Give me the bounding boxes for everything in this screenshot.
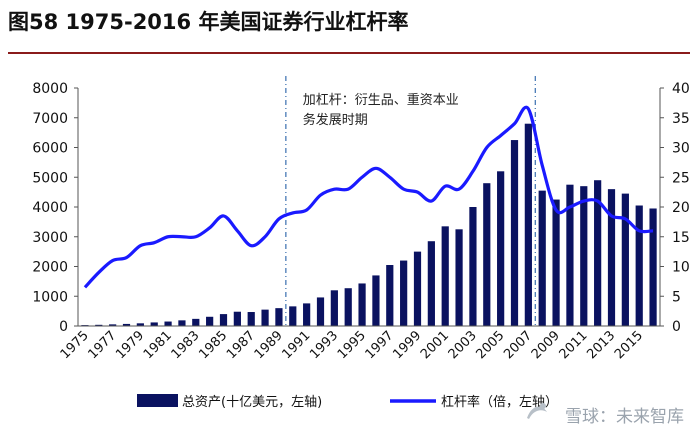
- legend-swatch-bar: [137, 394, 178, 407]
- y-right-tick-label: 40: [672, 81, 690, 97]
- annotation-line: 加杠杆：衍生品、重资本业: [303, 92, 459, 108]
- x-tick-label: 1979: [113, 328, 147, 362]
- chart-title: 图58 1975-2016 年美国证券行业杠杆率: [8, 10, 409, 34]
- bar-total-assets-1978: [122, 323, 131, 326]
- bar-total-assets-1994: [344, 288, 352, 326]
- bar-total-assets-2002: [455, 229, 463, 326]
- bar-total-assets-1981: [164, 321, 172, 326]
- y-left-tick-label: 7000: [32, 111, 68, 127]
- bar-total-assets-1982: [178, 320, 186, 326]
- bar-total-assets-1987: [247, 312, 255, 326]
- y-left-tick-label: 4000: [32, 200, 68, 216]
- y-right-tick-label: 20: [672, 200, 690, 216]
- x-tick-label: 1989: [252, 328, 286, 362]
- bar-total-assets-2001: [441, 226, 449, 326]
- y-right-tick-label: 30: [672, 141, 690, 157]
- y-left-tick-label: 2000: [32, 260, 68, 276]
- x-tick-label: 2005: [473, 328, 507, 362]
- bar-total-assets-1985: [219, 314, 228, 326]
- bar-total-assets-1976: [95, 324, 103, 326]
- x-tick-label: 1985: [196, 328, 230, 362]
- bar-total-assets-2015: [635, 205, 643, 326]
- bar-total-assets-1983: [192, 318, 200, 326]
- bar-total-assets-2010: [566, 184, 574, 326]
- bar-total-assets-2013: [607, 189, 616, 326]
- annotation-line: 务发展时期: [303, 112, 368, 128]
- bar-total-assets-1993: [330, 290, 338, 326]
- y-right-tick-label: 10: [672, 260, 690, 276]
- bar-total-assets-1990: [289, 306, 297, 326]
- x-tick-label: 2013: [584, 328, 618, 362]
- x-tick-label: 1995: [335, 328, 369, 362]
- y-left-tick-label: 0: [59, 319, 68, 335]
- bar-total-assets-2004: [483, 183, 491, 326]
- x-tick-label: 1987: [224, 328, 258, 362]
- x-tick-label: 2009: [529, 328, 563, 362]
- x-tick-label: 1999: [390, 328, 424, 362]
- x-tick-label: 2001: [418, 328, 452, 362]
- bar-total-assets-1986: [233, 311, 241, 326]
- bar-total-assets-1991: [303, 303, 311, 326]
- legend-label-leverage: 杠杆率（倍，左轴）: [441, 394, 558, 410]
- bar-total-assets-1984: [206, 316, 214, 326]
- title-divider: [8, 52, 690, 54]
- x-tick-label: 1991: [279, 328, 313, 362]
- bar-total-assets-2006: [510, 140, 519, 326]
- y-left-tick-label: 3000: [32, 230, 68, 246]
- snowball-logo-icon: [524, 400, 550, 426]
- bar-total-assets-2005: [497, 171, 505, 326]
- y-right-tick-label: 25: [672, 170, 690, 186]
- x-tick-label: 2007: [501, 328, 535, 362]
- bar-total-assets-1988: [261, 309, 269, 326]
- bar-total-assets-1996: [372, 275, 380, 326]
- x-tick-label: 1981: [141, 328, 175, 362]
- line-leverage-ratio: [83, 105, 654, 289]
- x-tick-label: 1993: [307, 328, 341, 362]
- bar-total-assets-1977: [109, 324, 117, 326]
- x-tick-label: 2015: [612, 328, 646, 362]
- x-tick-label: 1997: [363, 328, 397, 362]
- y-left-tick-label: 6000: [32, 141, 68, 157]
- y-left-tick-label: 5000: [32, 170, 68, 186]
- y-right-tick-label: 15: [672, 230, 690, 246]
- bar-total-assets-2003: [469, 207, 477, 326]
- bar-total-assets-2009: [552, 199, 560, 326]
- bar-total-assets-2016: [649, 208, 657, 326]
- bar-total-assets-2012: [594, 180, 602, 326]
- bar-total-assets-1998: [400, 260, 408, 326]
- bar-total-assets-2011: [580, 186, 588, 326]
- watermark: 雪球：未来智库: [565, 407, 684, 427]
- bar-total-assets-1989: [275, 308, 283, 326]
- bar-total-assets-1997: [386, 265, 394, 326]
- x-tick-label: 1983: [169, 328, 203, 362]
- x-tick-label: 2003: [446, 328, 480, 362]
- y-left-tick-label: 1000: [32, 289, 68, 305]
- bar-total-assets-1992: [316, 297, 325, 326]
- bar-total-assets-2014: [621, 193, 629, 326]
- x-tick-label: 2011: [557, 328, 591, 362]
- bar-total-assets-1999: [413, 251, 422, 326]
- bar-total-assets-1979: [136, 323, 144, 326]
- x-tick-label: 1977: [85, 328, 119, 362]
- bar-total-assets-1980: [150, 322, 158, 326]
- bar-total-assets-2000: [427, 241, 435, 326]
- bar-total-assets-2008: [538, 190, 546, 326]
- y-right-tick-label: 5: [672, 289, 681, 305]
- bar-total-assets-2007: [524, 123, 532, 326]
- legend-label-total-assets: 总资产(十亿美元，左轴): [182, 395, 322, 410]
- y-right-tick-label: 35: [672, 111, 690, 127]
- y-right-tick-label: 0: [672, 319, 681, 335]
- bar-total-assets-1995: [358, 283, 366, 326]
- y-left-tick-label: 8000: [32, 81, 68, 97]
